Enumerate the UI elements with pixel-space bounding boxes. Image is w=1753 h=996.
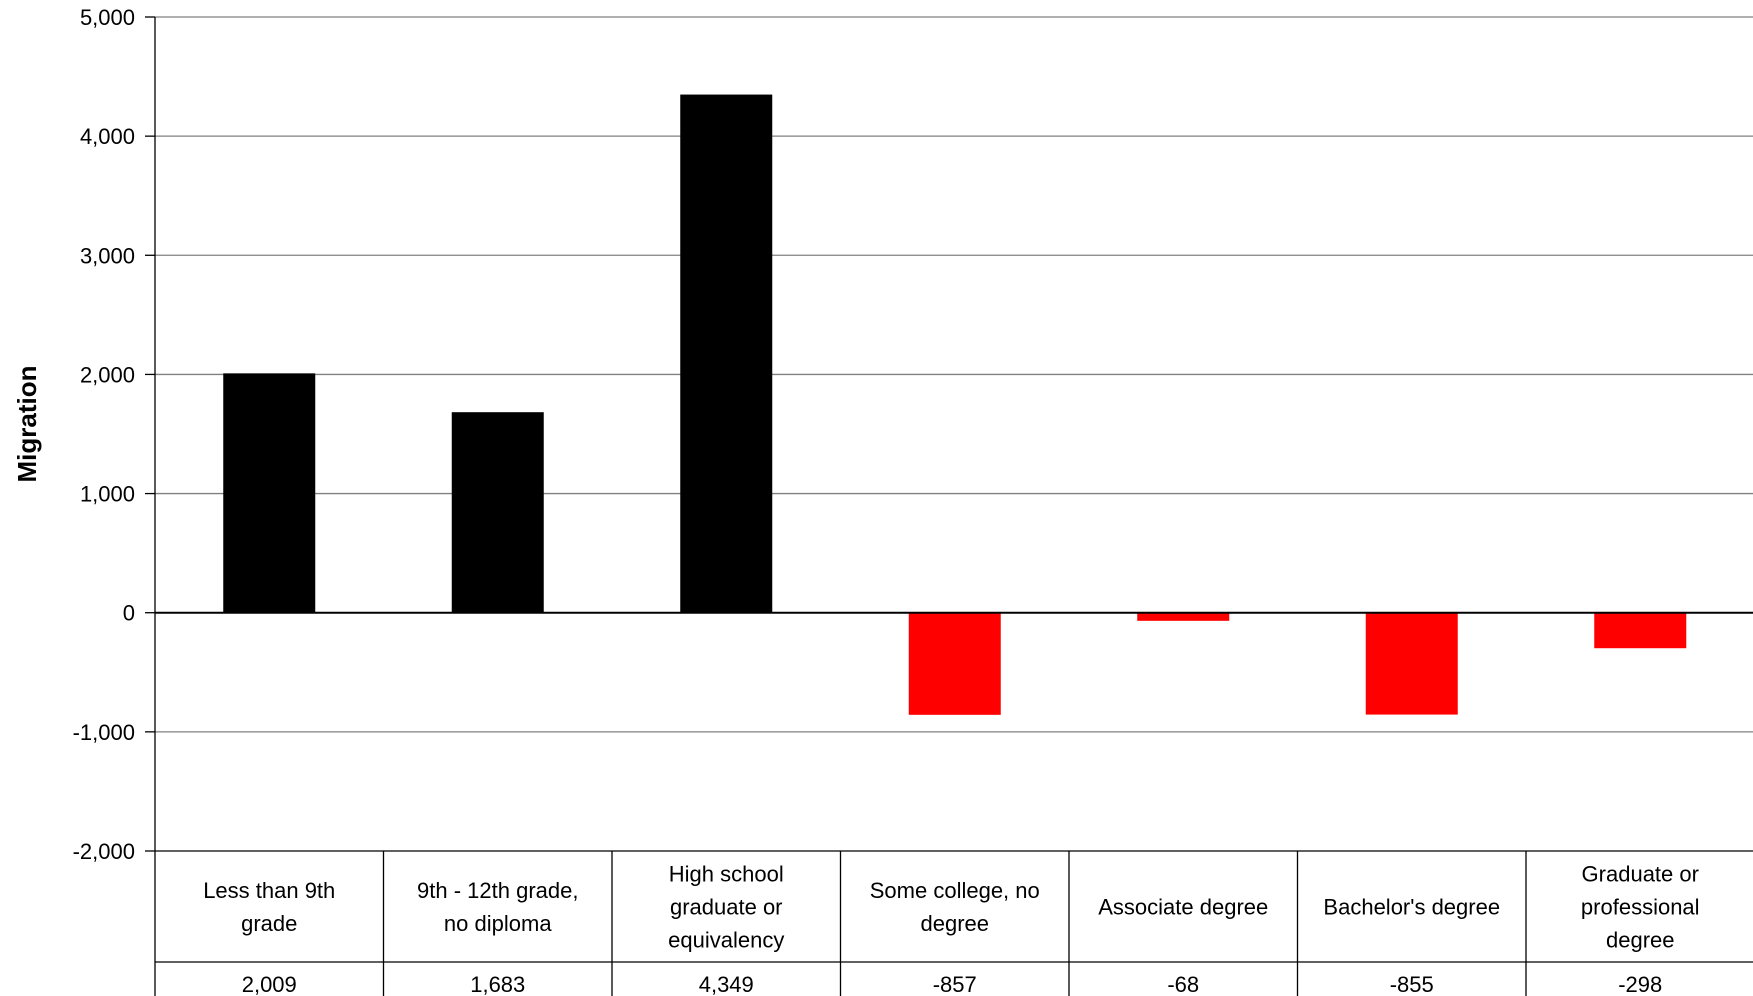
category-label: High school graduate or equivalency [668, 862, 784, 953]
bar [1137, 612, 1230, 621]
category-label: Graduate or professional degree [1581, 862, 1700, 953]
value-label: 1,683 [470, 972, 525, 996]
value-label: 2,009 [242, 972, 297, 996]
value-label: -68 [1167, 972, 1199, 996]
bar [680, 94, 773, 613]
bar [1365, 612, 1458, 715]
data-table: Less than 9th grade 2,009 9th - 12th grade,… [155, 850, 1753, 996]
y-tick-label: 3,000 [80, 243, 135, 268]
bar [223, 373, 316, 613]
gridlines [155, 16, 1753, 733]
bars [223, 94, 1687, 715]
bar [908, 612, 1001, 715]
category-label: Less than 9th grade [203, 878, 335, 936]
y-tick-label: 0 [123, 601, 135, 626]
y-axis-title: Migration [12, 366, 42, 483]
value-label: 4,349 [699, 972, 754, 996]
y-tick-label: 5,000 [80, 5, 135, 30]
y-tick-label: -2,000 [73, 839, 135, 864]
category-label: Bachelor's degree [1323, 895, 1500, 920]
category-label: Associate degree [1098, 895, 1268, 920]
category-label: Some college, no degree [870, 878, 1040, 936]
y-tick-label: 1,000 [80, 482, 135, 507]
bar [451, 412, 544, 613]
category-label: 9th - 12th grade, no diploma [417, 878, 578, 936]
y-tick-label: 4,000 [80, 124, 135, 149]
value-label: -855 [1390, 972, 1434, 996]
value-label: -298 [1618, 972, 1662, 996]
value-label: -857 [933, 972, 977, 996]
y-tick-label: -1,000 [73, 720, 135, 745]
bar [1594, 612, 1687, 649]
axes: 5,000 4,000 3,000 2,000 1,000 0 -1,000 -2,000 [73, 5, 1753, 996]
y-tick-label: 2,000 [80, 362, 135, 387]
